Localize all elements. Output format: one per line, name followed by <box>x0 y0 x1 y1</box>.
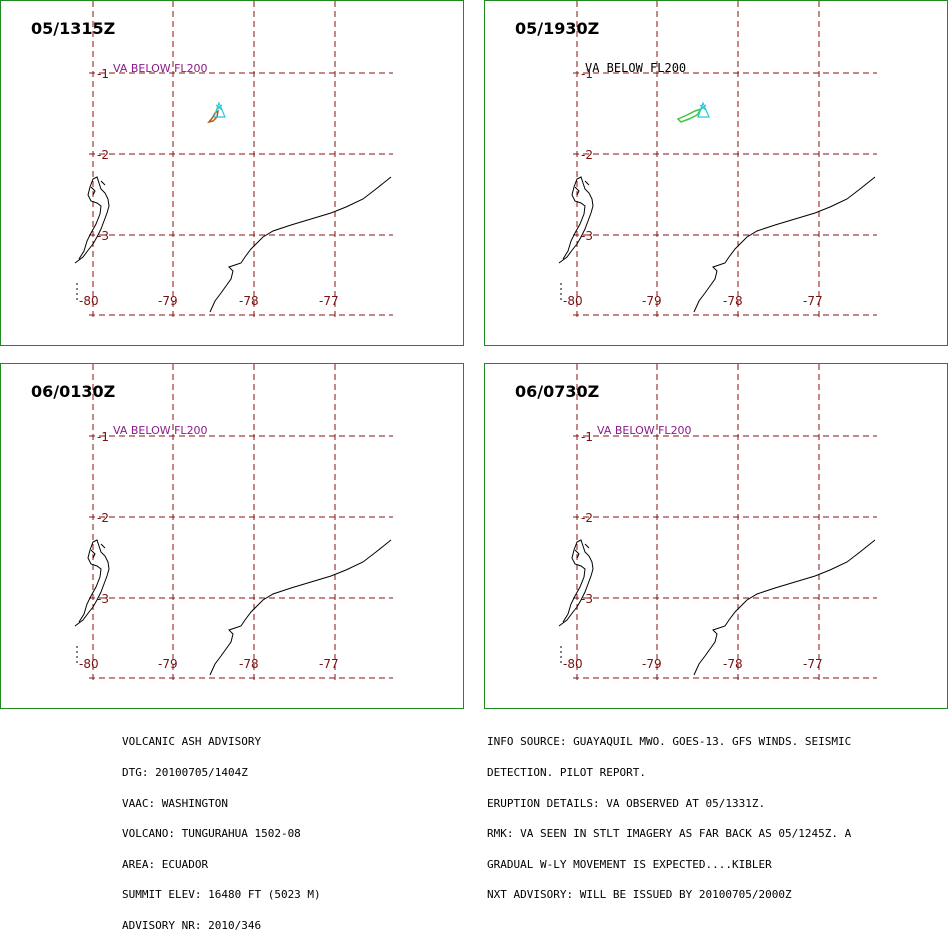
ash-plume <box>676 107 703 123</box>
footer-line: RMK: VA SEEN IN STLT IMAGERY AS FAR BACK… <box>487 827 852 841</box>
va-label: VA BELOW FL200 <box>585 61 686 75</box>
footer-line: SUMMIT ELEV: 16480 FT (5023 M) <box>122 888 321 902</box>
latitude-label: -3 <box>581 592 593 606</box>
longitude-label: -80 <box>79 657 99 671</box>
map-svg: VA BELOW FL200 -1 -2 -3 -80 -79 -78 -77 <box>74 1 393 319</box>
coastline <box>74 539 110 627</box>
footer-line: AREA: ECUADOR <box>122 857 209 871</box>
longitude-label: -79 <box>158 657 178 671</box>
footer-line: ERUPTION DETAILS: VA OBSERVED AT 05/1331… <box>487 796 766 810</box>
va-label: VA BELOW FL200 <box>597 424 692 437</box>
map-svg: VA BELOW FL200 -1 -2 -3 -80 -79 -78 -77 <box>558 1 877 319</box>
footer-line: NXT ADVISORY: WILL BE ISSUED BY 20100705… <box>487 888 792 902</box>
latitude-label: -3 <box>581 229 593 243</box>
ash-plume <box>207 109 220 124</box>
map-svg: VA BELOW FL200 -1 -2 -3 -80 -79 -78 -77 <box>74 364 393 682</box>
footer-line: VOLCANIC ASH ADVISORY <box>122 735 262 749</box>
latitude-label: -3 <box>97 592 109 606</box>
country-boundary <box>209 539 392 676</box>
longitude-label: -78 <box>239 657 259 671</box>
panel-time-label: 06/0130Z <box>31 382 116 401</box>
map-panel-1: 05/1315Z VA BELOW FL200 -1 -2 -3 -80 -79 -78 -… <box>0 0 464 346</box>
longitude-label: -79 <box>158 294 178 308</box>
country-boundary <box>693 176 876 313</box>
volcano-star-icon <box>215 104 223 111</box>
coastline-detail <box>574 543 590 559</box>
va-label: VA BELOW FL200 <box>113 62 208 75</box>
longitude-label: -77 <box>319 294 339 308</box>
map-panel-4: 06/0730Z VA BELOW FL200 -1 -2 -3 -80 -79 -78 -… <box>484 363 948 709</box>
footer-line: ADVISORY NR: 2010/346 <box>122 919 262 933</box>
longitude-label: -77 <box>803 294 823 308</box>
latitude-label: -2 <box>97 148 109 162</box>
coastline-detail <box>90 543 106 559</box>
volcano-star-icon <box>699 104 707 111</box>
panel-time-label: 05/1930Z <box>515 19 600 38</box>
coastline <box>558 539 594 627</box>
longitude-label: -80 <box>563 294 583 308</box>
longitude-label: -80 <box>563 657 583 671</box>
map-panel-3: 06/0130Z VA BELOW FL200 -1 -2 -3 -80 -79 -78 -… <box>0 363 464 709</box>
longitude-label: -78 <box>239 294 259 308</box>
map-svg: VA BELOW FL200 -1 -2 -3 -80 -79 -78 -77 <box>558 364 877 682</box>
panel-time-label: 06/0730Z <box>515 382 600 401</box>
longitude-label: -78 <box>723 657 743 671</box>
latitude-label: -1 <box>581 430 593 444</box>
latitude-label: -3 <box>97 229 109 243</box>
longitude-label: -80 <box>79 294 99 308</box>
coastline <box>74 176 110 264</box>
coastline <box>558 176 594 264</box>
coastline-detail <box>90 180 106 196</box>
latitude-label: -1 <box>581 67 593 81</box>
latitude-label: -2 <box>581 148 593 162</box>
latitude-label: -1 <box>97 67 109 81</box>
longitude-label: -78 <box>723 294 743 308</box>
longitude-label: -77 <box>803 657 823 671</box>
longitude-label: -79 <box>642 294 662 308</box>
advisory-header-block: VOLCANIC ASH ADVISORY DTG: 20100705/1404… <box>122 717 321 941</box>
footer-line: DTG: 20100705/1404Z <box>122 766 248 780</box>
map-panel-2: 05/1930Z VA BELOW FL200 -1 -2 -3 -80 -79 -78 -… <box>484 0 948 346</box>
panel-time-label: 05/1315Z <box>31 19 116 38</box>
longitude-label: -77 <box>319 657 339 671</box>
volcano-marker-icon <box>213 101 226 118</box>
coastline-detail <box>574 180 590 196</box>
footer-line: VOLCANO: TUNGURAHUA 1502-08 <box>122 827 301 841</box>
latitude-label: -1 <box>97 430 109 444</box>
advisory-remarks-block: INFO SOURCE: GUAYAQUIL MWO. GOES-13. GFS… <box>487 717 851 911</box>
footer-line: GRADUAL W-LY MOVEMENT IS EXPECTED....KIB… <box>487 857 772 871</box>
latitude-label: -2 <box>581 511 593 525</box>
footer-line: VAAC: WASHINGTON <box>122 796 228 810</box>
footer-line: INFO SOURCE: GUAYAQUIL MWO. GOES-13. GFS… <box>487 735 852 749</box>
country-boundary <box>209 176 392 313</box>
latitude-label: -2 <box>97 511 109 525</box>
footer-line: DETECTION. PILOT REPORT. <box>487 766 646 780</box>
longitude-label: -79 <box>642 657 662 671</box>
country-boundary <box>693 539 876 676</box>
va-label: VA BELOW FL200 <box>113 424 208 437</box>
